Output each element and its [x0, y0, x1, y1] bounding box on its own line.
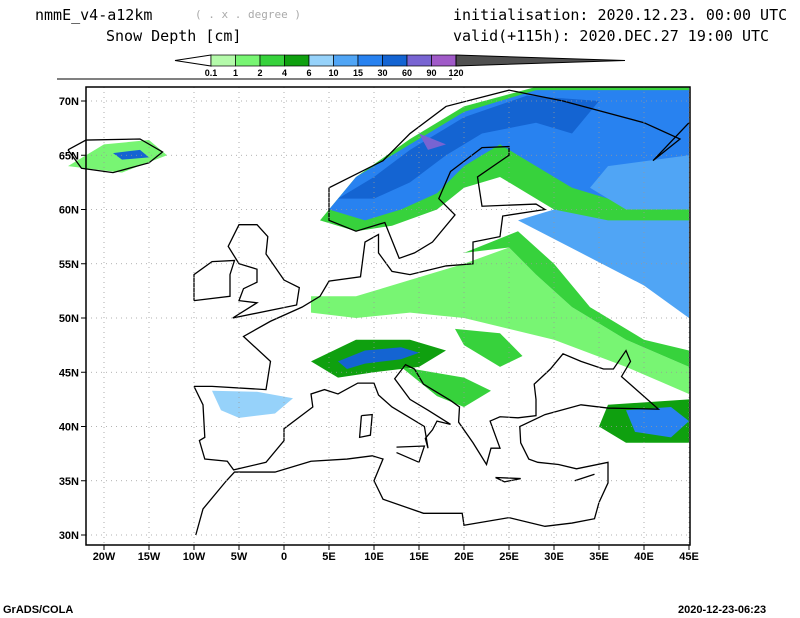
colorbar-label: 90 — [426, 68, 436, 78]
colorbar-bin — [259, 54, 285, 67]
snow-area — [338, 347, 419, 369]
lon-label: 5W — [231, 551, 248, 563]
map-frame — [85, 86, 691, 546]
lon-label: 10E — [364, 551, 384, 563]
colorbar-label: 0.1 — [205, 68, 218, 78]
snow-area — [401, 366, 491, 407]
snow-area — [311, 247, 689, 394]
lat-label: 55N — [59, 259, 79, 271]
coastline — [227, 224, 301, 319]
colorbar-label: 4 — [282, 68, 287, 78]
lat-label: 60N — [59, 205, 79, 217]
lon-label: 15W — [138, 551, 161, 563]
footer-left: GrADS/COLA — [3, 604, 74, 616]
colorbar-label: 10 — [328, 68, 338, 78]
snow-area — [590, 155, 689, 210]
colorbar-bin — [333, 54, 359, 67]
snow-area — [626, 406, 689, 438]
footer-right: 2020-12-23-06:23 — [678, 604, 767, 616]
colorbar-arrow-high — [455, 54, 626, 67]
colorbar-bin — [431, 54, 457, 67]
lat-label: 50N — [59, 313, 79, 325]
colorbar-arrow-low — [174, 54, 212, 67]
coastline — [358, 413, 373, 439]
snow-area — [419, 133, 446, 150]
colorbar-label: 6 — [306, 68, 311, 78]
coastline — [193, 259, 236, 302]
coastline — [574, 473, 595, 482]
lon-label: 20E — [454, 551, 474, 563]
snow-area — [338, 95, 599, 199]
lon-label: 40E — [634, 551, 654, 563]
lon-label: 30E — [544, 551, 564, 563]
valid-time: valid(+115h): 2020.DEC.27 19:00 UTC — [453, 27, 770, 45]
colorbar-bin — [308, 54, 334, 67]
init-time: initialisation: 2020.12.23. 00:00 UTC — [453, 6, 788, 24]
colorbar-bin — [406, 54, 432, 67]
lon-label: 20W — [93, 551, 116, 563]
coastline — [495, 476, 521, 483]
colorbar-label: 120 — [448, 68, 463, 78]
colorbar-bin — [357, 54, 383, 67]
lat-label: 70N — [59, 96, 79, 108]
snow-area — [464, 231, 689, 367]
snow-area — [212, 390, 293, 418]
snow-area — [518, 209, 689, 318]
colorbar-label: 60 — [402, 68, 412, 78]
lat-label: 65N — [59, 150, 79, 162]
colorbar-label: 15 — [353, 68, 363, 78]
projection-label: ( . x . degree ) — [195, 8, 301, 21]
coastline — [194, 89, 690, 391]
variable-title: Snow Depth [cm] — [106, 27, 242, 45]
lat-label: 35N — [59, 476, 79, 488]
lon-label: 35E — [589, 551, 609, 563]
lon-label: 45E — [679, 551, 699, 563]
lon-label: 5E — [322, 551, 335, 563]
coastline — [193, 349, 661, 536]
lat-label: 30N — [59, 530, 79, 542]
lon-label: 25E — [499, 551, 519, 563]
lat-label: 40N — [59, 422, 79, 434]
colorbar-label: 30 — [377, 68, 387, 78]
snow-area — [113, 149, 149, 160]
snow-area — [455, 328, 523, 367]
colorbar-bin — [235, 54, 261, 67]
lon-label: 0 — [281, 551, 287, 563]
lon-label: 15E — [409, 551, 429, 563]
colorbar-bin — [284, 54, 310, 67]
colorbar-bin — [210, 54, 236, 67]
model-name: nmmE_v4-a12km — [35, 6, 153, 24]
colorbar-bin — [382, 54, 408, 67]
colorbar-label: 1 — [233, 68, 238, 78]
colorbar-label: 2 — [257, 68, 262, 78]
lon-label: 10W — [183, 551, 206, 563]
coastline — [396, 445, 426, 464]
lat-label: 45N — [59, 367, 79, 379]
